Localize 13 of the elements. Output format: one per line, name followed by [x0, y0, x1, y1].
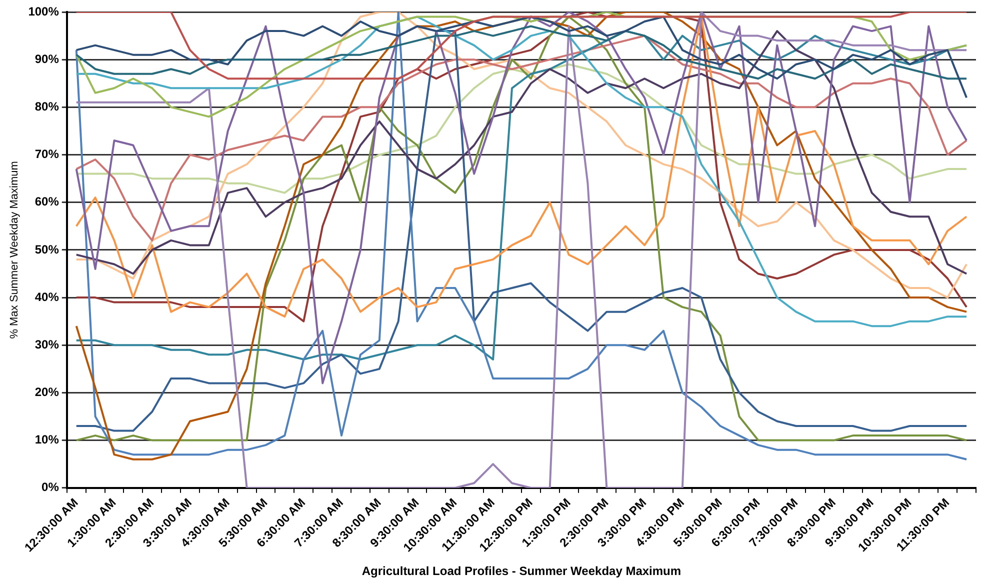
y-tick-label: 0%	[42, 480, 60, 494]
y-tick-label: 90%	[34, 52, 60, 66]
y-tick-label: 70%	[34, 147, 60, 162]
y-tick-label: 20%	[34, 385, 60, 400]
x-axis-title: Agricultural Load Profiles - Summer Weekday Maximum	[362, 564, 682, 578]
y-tick-label: 40%	[34, 290, 60, 304]
y-tick-label: 60%	[34, 194, 60, 209]
y-tick-label: 80%	[34, 99, 60, 114]
y-axis-title: % Max Summer Weekday Maximum	[8, 161, 21, 339]
y-tick-label: 50%	[34, 242, 60, 256]
y-tick-label: 30%	[34, 337, 60, 352]
y-tick-label: 10%	[34, 432, 60, 447]
y-tick-label: 100%	[28, 4, 60, 18]
